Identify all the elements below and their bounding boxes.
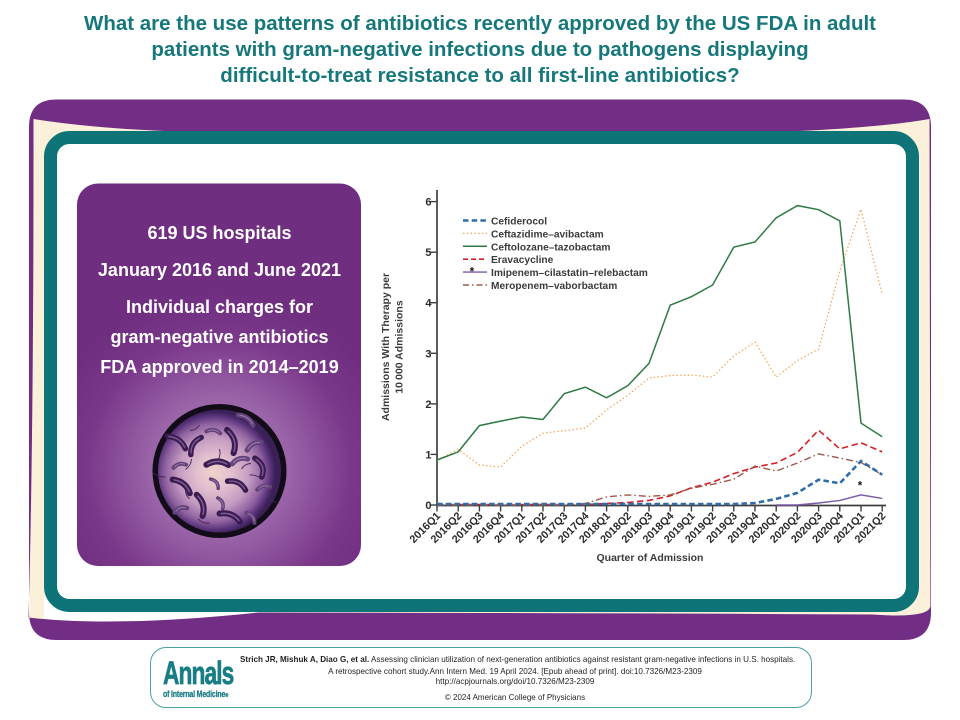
svg-text:0: 0 (425, 500, 431, 512)
svg-text:Ceftazidime–avibactam: Ceftazidime–avibactam (491, 229, 604, 240)
svg-text:6: 6 (425, 197, 431, 209)
svg-text:1: 1 (425, 449, 431, 461)
svg-text:*: * (858, 481, 863, 493)
svg-text:10 000 Admissions: 10 000 Admissions (394, 300, 406, 394)
svg-text:*: * (470, 265, 475, 279)
svg-text:4: 4 (425, 298, 432, 310)
svg-text:Meropenem–vaborbactam: Meropenem–vaborbactam (491, 281, 617, 292)
svg-text:Eravacycline: Eravacycline (491, 255, 554, 266)
svg-text:2: 2 (425, 399, 431, 411)
svg-text:5: 5 (425, 247, 431, 259)
svg-text:Cefiderocol: Cefiderocol (491, 217, 547, 228)
svg-text:3: 3 (425, 348, 431, 360)
svg-text:Admissions With Therapy per: Admissions With Therapy per (380, 273, 392, 421)
svg-text:Ceftolozane–tazobactam: Ceftolozane–tazobactam (491, 242, 610, 253)
svg-text:Quarter of Admission: Quarter of Admission (597, 552, 704, 564)
svg-text:Imipenem–cilastatin–relebactam: Imipenem–cilastatin–relebactam (491, 268, 648, 279)
